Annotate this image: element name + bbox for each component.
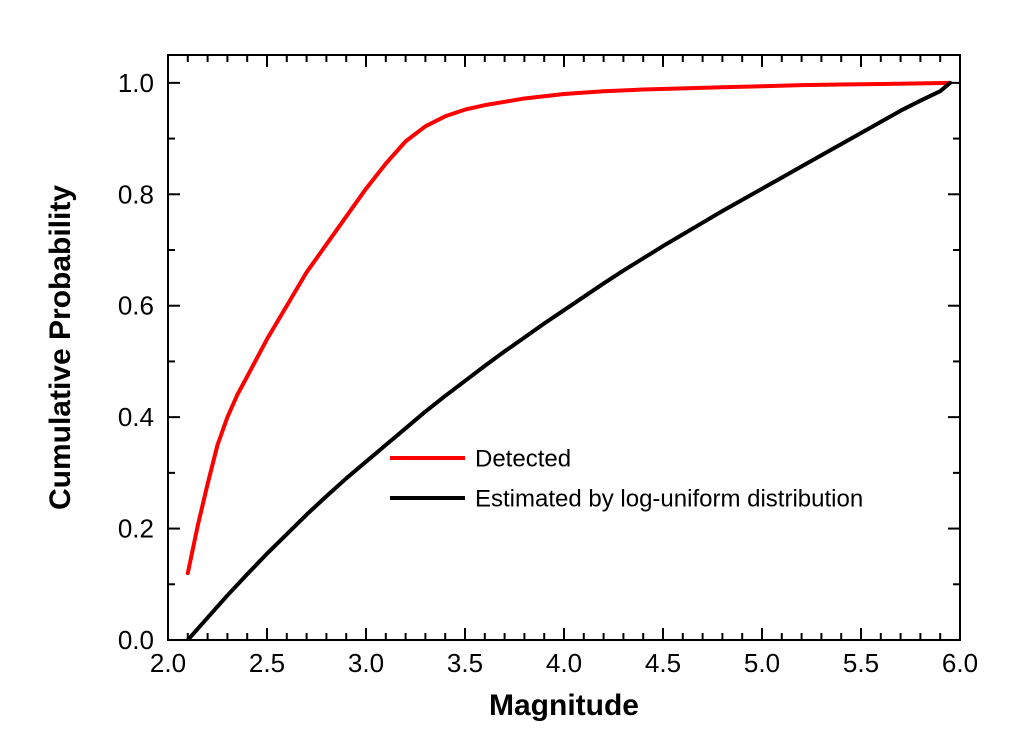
legend-label-detected: Detected	[475, 445, 571, 472]
y-tick-label: 0.0	[118, 625, 154, 655]
x-tick-label: 6.0	[942, 648, 978, 678]
x-tick-label: 3.5	[447, 648, 483, 678]
x-tick-label: 5.5	[843, 648, 879, 678]
x-axis-title: Magnitude	[489, 689, 639, 722]
chart-container: 2.0 2.5 3.0 3.5 4.0 4.5 5.0 5.5 6.0 Magnitude 0.0 0…	[0, 0, 1016, 739]
y-tick-label: 1.0	[118, 68, 154, 98]
y-tick-label: 0.8	[118, 179, 154, 209]
x-tick-label: 2.0	[150, 648, 186, 678]
y-tick-label: 0.4	[118, 402, 154, 432]
y-tick-label: 0.2	[118, 514, 154, 544]
chart-svg: 2.0 2.5 3.0 3.5 4.0 4.5 5.0 5.5 6.0 Magnitude 0.0 0…	[0, 0, 1016, 739]
x-tick-label: 3.0	[348, 648, 384, 678]
x-tick-label: 4.0	[546, 648, 582, 678]
x-tick-label: 4.5	[645, 648, 681, 678]
x-tick-label: 5.0	[744, 648, 780, 678]
y-tick-label: 0.6	[118, 291, 154, 321]
x-tick-label: 2.5	[249, 648, 285, 678]
legend-label-estimated: Estimated by log-uniform distribution	[475, 485, 863, 512]
y-axis-title: Cumulative Probability	[44, 185, 77, 510]
